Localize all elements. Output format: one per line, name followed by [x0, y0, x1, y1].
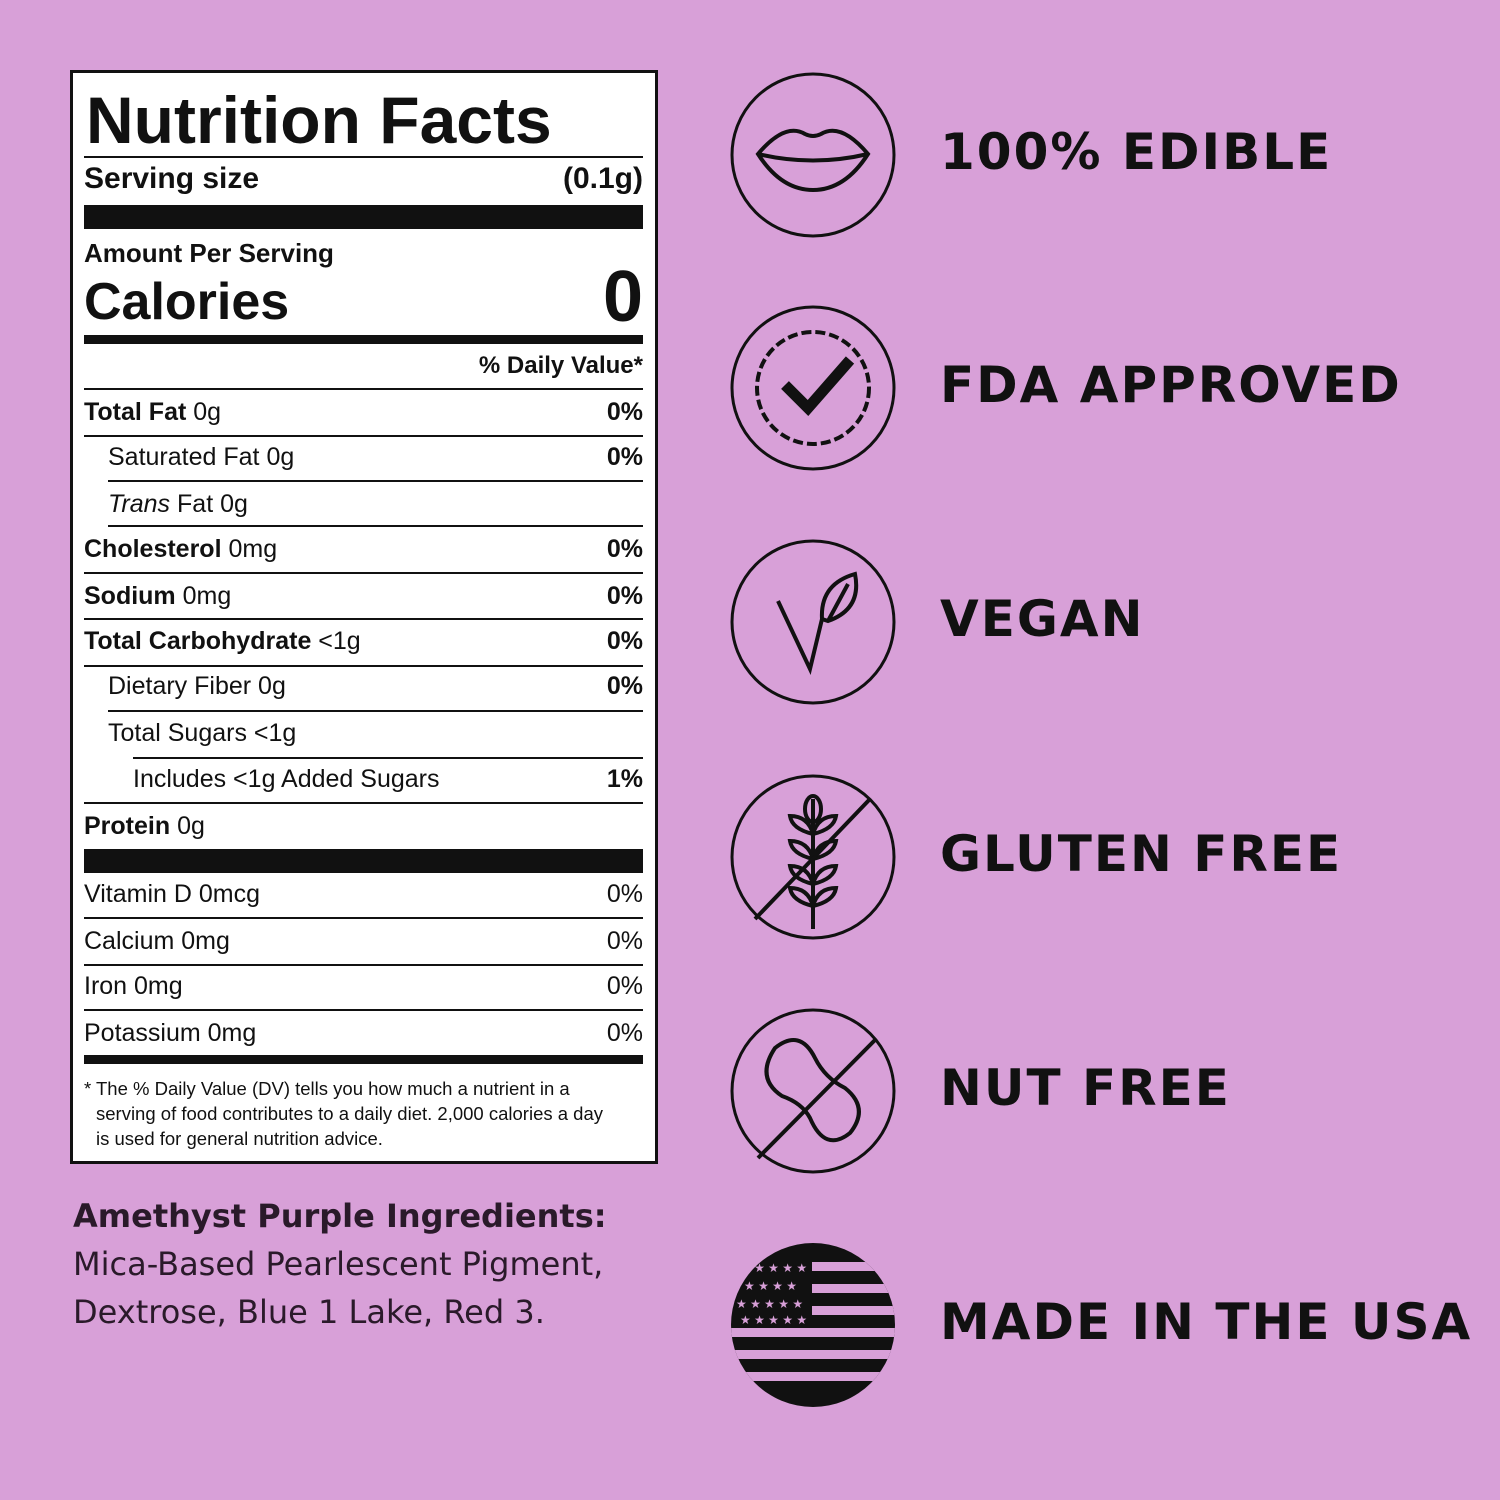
check-seal-icon: [730, 305, 896, 471]
divider: [84, 917, 643, 919]
nutrient-daily-value: 1%: [606, 765, 643, 793]
nutrient-daily-value: 0%: [606, 672, 643, 700]
nutrient-daily-value: 0%: [606, 582, 643, 610]
divider: [84, 572, 643, 574]
svg-text:★ ★ ★ ★ ★: ★ ★ ★ ★ ★: [736, 1297, 803, 1311]
thick-divider: [84, 849, 643, 873]
footnote-line: * The % Daily Value (DV) tells you how m…: [84, 1078, 570, 1099]
vitamin-daily-value: 0%: [606, 1019, 643, 1047]
nutrient-amount: <1g: [318, 627, 361, 655]
nutrient-amount: 0g: [258, 672, 286, 700]
nutrient-daily-value: 0%: [606, 398, 643, 426]
nutrient-amount: <1g: [253, 719, 297, 747]
nutrient-amount: 0mg: [228, 535, 278, 563]
divider: [84, 388, 643, 390]
nutrient-row: Sodium 0mg: [84, 582, 231, 611]
badge-label: VEGAN: [940, 590, 1145, 648]
footnote-line: serving of food contributes to a daily d…: [96, 1103, 603, 1124]
thick-divider: [84, 205, 643, 229]
divider: [84, 802, 643, 804]
nutrient-name: Total Fat: [84, 398, 187, 426]
divider: [84, 435, 643, 437]
nutrient-row: Trans Fat 0g: [108, 490, 248, 519]
nutrient-daily-value: 0%: [606, 443, 643, 471]
divider: [84, 665, 643, 667]
vitamin-name: Iron 0mg: [84, 972, 183, 1000]
divider: [84, 618, 643, 620]
footnote: * The % Daily Value (DV) tells you how m…: [84, 1076, 644, 1151]
badge-label: 100% EDIBLE: [940, 123, 1333, 181]
badge-label: FDA APPROVED: [940, 356, 1402, 414]
lips-icon: [730, 72, 896, 238]
nutrient-row: Total Carbohydrate <1g: [84, 627, 361, 656]
daily-value-header: % Daily Value*: [478, 352, 643, 379]
divider: [108, 525, 643, 527]
divider: [133, 757, 643, 759]
vitamin-name: Potassium 0mg: [84, 1019, 257, 1047]
nutrient-row: Dietary Fiber 0g: [108, 672, 286, 701]
ingredients: Amethyst Purple Ingredients: Mica-Based …: [73, 1192, 607, 1336]
svg-text:★ ★ ★ ★ ★: ★ ★ ★ ★ ★: [740, 1261, 807, 1275]
nutrient-name: Protein: [84, 812, 171, 840]
nutrient-amount: Fat 0g: [177, 490, 248, 518]
nutrient-name: Includes <1g Added Sugars: [133, 765, 440, 793]
nutrient-row: Protein 0g: [84, 812, 205, 841]
svg-text:★ ★ ★ ★: ★ ★ ★ ★: [744, 1279, 797, 1293]
serving-size-label: Serving size: [84, 162, 260, 195]
divider: [84, 1009, 643, 1011]
nutrient-daily-value: 0%: [606, 627, 643, 655]
nutrient-name: Dietary Fiber: [108, 672, 252, 700]
nutrient-name: Total Sugars: [108, 719, 247, 747]
vitamin-daily-value: 0%: [606, 880, 643, 908]
amount-per-serving: Amount Per Serving: [84, 238, 334, 268]
footnote-line: is used for general nutrition advice.: [96, 1128, 383, 1149]
nutrient-amount: 0g: [177, 812, 205, 840]
vitamin-name: Vitamin D 0mcg: [84, 880, 260, 908]
vitamin-daily-value: 0%: [606, 972, 643, 1000]
nutrient-name: Cholesterol: [84, 535, 222, 563]
serving-size-value: (0.1g): [562, 162, 643, 195]
nutrient-amount: 0g: [193, 398, 222, 426]
nutrient-name: Total Carbohydrate: [84, 627, 312, 655]
ingredients-heading: Amethyst Purple Ingredients:: [73, 1197, 607, 1235]
nutrient-daily-value: 0%: [606, 535, 643, 563]
svg-text:★ ★ ★ ★ ★: ★ ★ ★ ★ ★: [740, 1313, 807, 1327]
nutrient-name: Saturated Fat: [108, 443, 260, 471]
nutrient-amount: 0g: [266, 443, 295, 471]
nutrient-row: Saturated Fat 0g: [108, 443, 294, 472]
label-title: Nutrition Facts: [86, 83, 552, 157]
badge-label: NUT FREE: [940, 1059, 1231, 1117]
divider: [108, 710, 643, 712]
badge-label: GLUTEN FREE: [940, 825, 1343, 883]
us-flag-icon: ★ ★ ★ ★ ★ ★ ★ ★ ★ ★ ★ ★ ★ ★ ★ ★ ★ ★ ★: [731, 1243, 895, 1407]
medium-divider: [84, 1055, 643, 1064]
divider: [108, 480, 643, 482]
calories-value: 0: [602, 257, 643, 337]
nutrient-row: Total Sugars <1g: [108, 719, 296, 748]
badge-label: MADE IN THE USA: [940, 1293, 1473, 1351]
no-peanut-icon: [730, 1008, 896, 1174]
medium-divider: [84, 335, 643, 344]
vitamin-name: Calcium 0mg: [84, 927, 230, 955]
nutrient-name: Sodium: [84, 582, 176, 610]
nutrient-row: Includes <1g Added Sugars: [133, 765, 439, 794]
vitamin-daily-value: 0%: [606, 927, 643, 955]
no-wheat-icon: [730, 774, 896, 940]
nutrient-amount: 0mg: [182, 582, 232, 610]
nutrition-facts-label: [70, 70, 658, 1164]
nutrient-row: Total Fat 0g: [84, 398, 221, 427]
leaf-v-icon: [730, 539, 896, 705]
divider: [84, 156, 643, 158]
nutrient-name: Trans: [108, 490, 171, 518]
calories-label: Calories: [84, 273, 290, 331]
nutrient-row: Cholesterol 0mg: [84, 535, 277, 564]
divider: [84, 964, 643, 966]
ingredients-line: Dextrose, Blue 1 Lake, Red 3.: [73, 1293, 545, 1331]
ingredients-line: Mica-Based Pearlescent Pigment,: [73, 1245, 604, 1283]
